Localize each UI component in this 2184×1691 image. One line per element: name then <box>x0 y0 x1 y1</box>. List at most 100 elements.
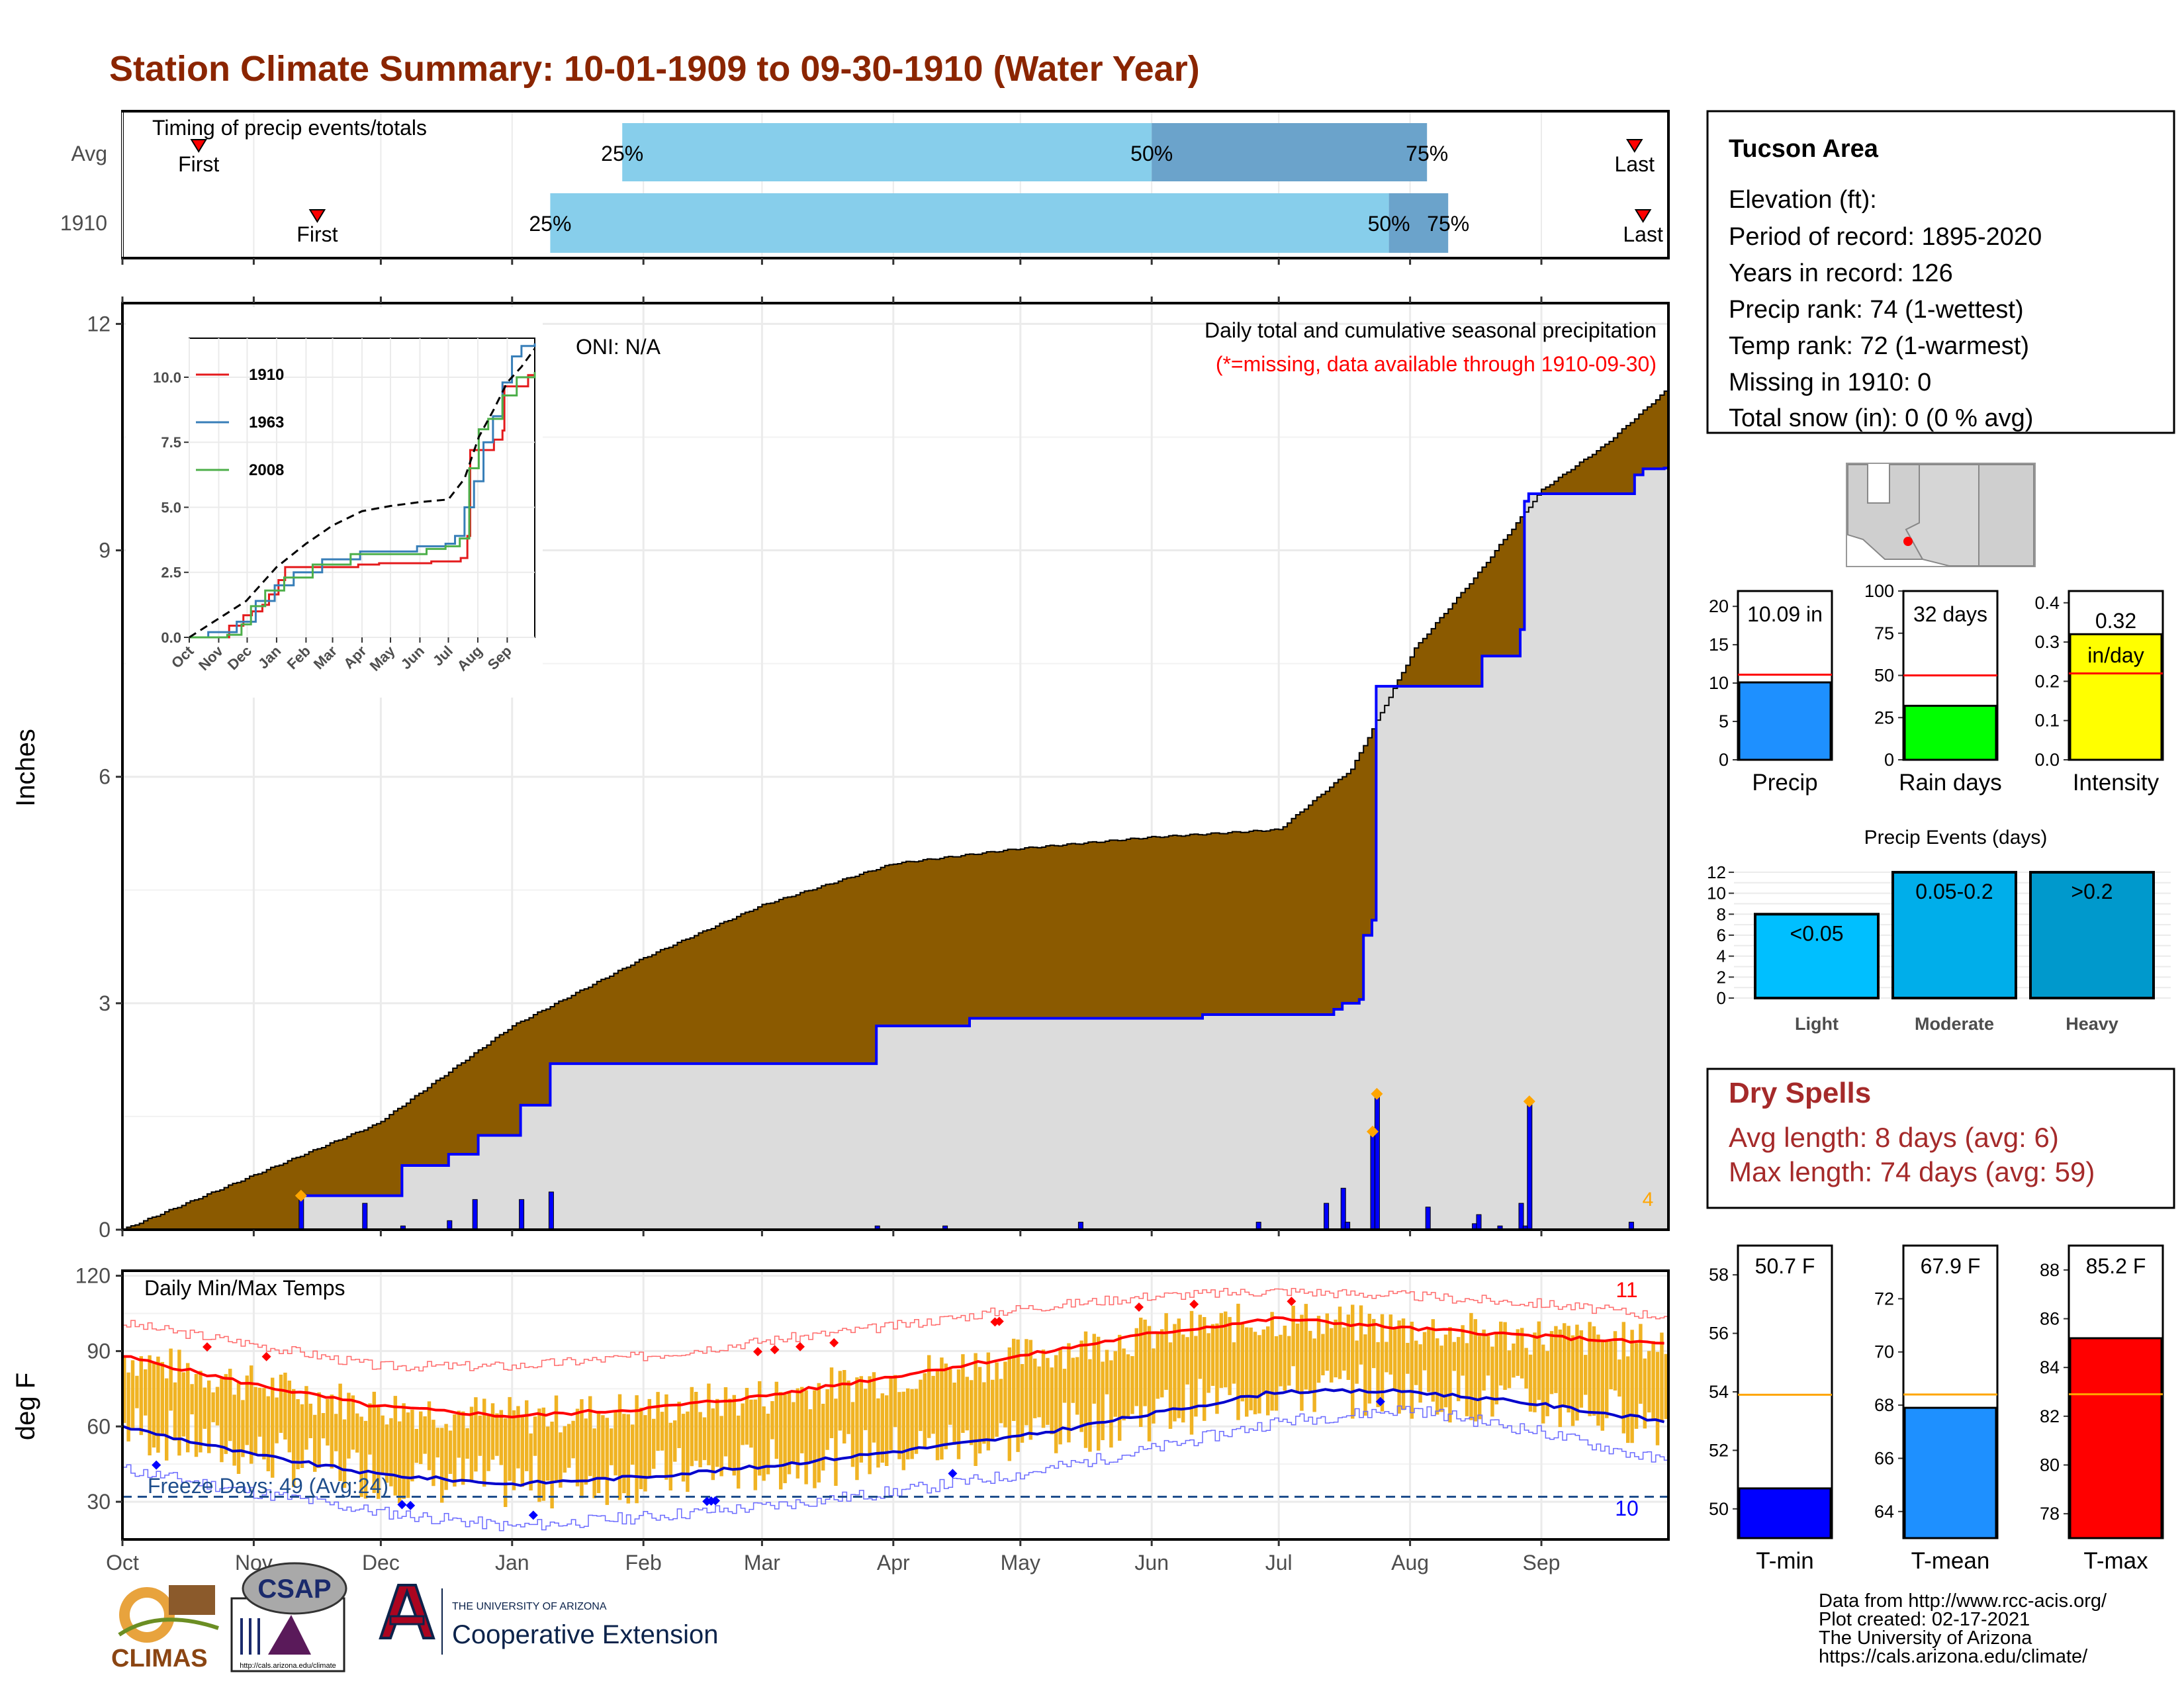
rain_days-ytick-label: 0 <box>1884 750 1894 770</box>
precip-ytick-label: 0 <box>99 1218 111 1242</box>
events-bar-label: <0.05 <box>1790 921 1844 945</box>
tmin-ytick-label: 56 <box>1709 1324 1729 1344</box>
tmean-value-label: 67.9 F <box>1921 1254 1981 1278</box>
tmin-value-label: 50.7 F <box>1755 1254 1815 1278</box>
tmean-ytick-label: 64 <box>1874 1502 1894 1522</box>
inset-series-1910-line <box>189 374 536 639</box>
inset-series-1963-line <box>189 343 536 639</box>
dry-spells-max: Max length: 74 days (avg: 59) <box>1729 1156 2095 1187</box>
inset-series-avg-line <box>189 347 536 639</box>
daily-precip-record-marker <box>1523 1095 1535 1108</box>
station-line-snow: Total snow (in): 0 (0 % avg) <box>1729 404 2033 432</box>
precip_total-value-label: 10.09 in <box>1747 602 1823 626</box>
temp-avg-min-line <box>122 1388 1665 1487</box>
precip-events-title: Precip Events (days) <box>1864 827 2048 848</box>
tmax-ytick-label: 82 <box>2040 1406 2060 1426</box>
footer-line-university: The University of Arizona <box>1819 1627 2032 1649</box>
temp-axis: 30 60 90 120 <box>75 1264 122 1514</box>
precip-chart-subtitle: (*=missing, data available through 1910-… <box>1216 352 1657 376</box>
month-axis-label: Dec <box>362 1551 400 1575</box>
timing-avg-bar-50-75 <box>1152 123 1428 181</box>
precip_total-ytick-label: 20 <box>1709 596 1729 616</box>
rain_days-ytick-label: 25 <box>1874 708 1894 727</box>
precip-ytick-label: 6 <box>99 765 111 789</box>
rain_days-category-label: Rain days <box>1899 770 2002 796</box>
precip-ytick-label: 12 <box>87 312 111 336</box>
precip-ytick-label: 3 <box>99 991 111 1015</box>
daily-precip-bar <box>1527 1101 1533 1230</box>
intensity-bar <box>2069 633 2163 761</box>
events-bar-label: 0.05-0.2 <box>1915 880 1993 903</box>
rain_days-value-label: 32 days <box>1913 602 1987 626</box>
timing-row-1910-label: 1910 <box>60 211 107 235</box>
events-ytick-label: 2 <box>1717 967 1726 987</box>
rain_days-ytick-label: 100 <box>1864 581 1894 601</box>
oni-label: ONI: N/A <box>576 335 661 359</box>
rain_days-bar <box>1903 704 1997 761</box>
tmean-ytick-label: 66 <box>1874 1448 1894 1468</box>
precip_total-category-label: Precip <box>1752 770 1817 796</box>
rain_days-ytick-label: 75 <box>1874 623 1894 643</box>
station-line-temp-rank: Temp rank: 72 (1-warmest) <box>1729 332 2029 360</box>
inset-ytick-label: 5.0 <box>161 499 181 516</box>
timing-marks: 25% 50% 75% First Last 25% 50% 75% First Last <box>121 123 1663 265</box>
temp-avg-max-line <box>122 1316 1664 1419</box>
record-high-marker <box>1287 1297 1297 1306</box>
timing-y1910-last-marker <box>1634 209 1652 223</box>
timing-avg-p50-label: 50% <box>1130 142 1173 165</box>
tmax-ytick-label: 86 <box>2040 1309 2060 1329</box>
events-category-label: Heavy <box>2066 1014 2118 1034</box>
inset-legend: 1910 1963 2008 <box>196 366 284 479</box>
tmax-bar <box>2069 1337 2163 1539</box>
daily-precip-record-marker <box>1371 1087 1383 1100</box>
intensity-category-label: Intensity <box>2073 770 2160 796</box>
inset-ytick-label: 0.0 <box>161 629 181 646</box>
events-bar-heavy <box>2029 870 2155 1000</box>
record-high-marker <box>1189 1299 1199 1309</box>
daily-precip-bar <box>472 1199 478 1230</box>
month-axis-label: Jul <box>1265 1551 1293 1575</box>
station-name: Tucson Area <box>1729 135 1879 163</box>
precip_total-bar <box>1738 681 1832 761</box>
daily-precip-bar <box>447 1220 453 1230</box>
inset-legend-label-2008: 2008 <box>249 461 284 479</box>
temp-record-min-envelope <box>122 1405 1668 1531</box>
csap-logo: CSAP http://cals.arizona.edu/climate <box>230 1562 347 1672</box>
intensity-value-label2: in/day <box>2087 643 2144 667</box>
record-low-marker <box>1375 1396 1385 1406</box>
main-axis: 0 3 6 9 12 <box>87 297 1543 1242</box>
record-high-marker <box>829 1338 839 1348</box>
record-high-marker <box>1134 1302 1144 1312</box>
month-axis-label: Jan <box>495 1551 529 1575</box>
month-axis-label: Apr <box>877 1551 910 1575</box>
temp-record-max-envelope <box>122 1287 1668 1372</box>
month-axis-label: Oct <box>106 1551 139 1575</box>
tmax-category-label: T-max <box>2083 1548 2148 1574</box>
tmean-ytick-label: 68 <box>1874 1395 1894 1415</box>
tmax-ytick-label: 84 <box>2040 1357 2060 1377</box>
intensity-ytick-label: 0.2 <box>2034 671 2060 691</box>
precip-chart-title: Daily total and cumulative seasonal prec… <box>1205 318 1657 342</box>
footer-line-created: Plot created: 02-17-2021 <box>1819 1609 2030 1630</box>
footer-line-url: https://cals.arizona.edu/climate/ <box>1819 1646 2088 1667</box>
station-line-precip-rank: Precip rank: 74 (1-wettest) <box>1729 296 2024 324</box>
timing-avg-bar-25-50 <box>622 123 1152 181</box>
tmin-ytick-label: 58 <box>1709 1265 1729 1285</box>
record-low-marker <box>406 1500 416 1510</box>
daily-precip-bar <box>1425 1207 1431 1230</box>
tmin-ytick-label: 50 <box>1709 1499 1729 1519</box>
tmin-ytick-label: 54 <box>1709 1382 1729 1402</box>
record-high-marker <box>753 1347 762 1357</box>
temperature-panel: 30 60 90 120 deg F Daily Min/Max Temps Free… <box>11 1264 1670 1541</box>
timing-y1910-p50-label: 50% <box>1368 212 1410 236</box>
precip_total-ytick-label: 15 <box>1709 635 1729 655</box>
timing-avg-last-marker <box>1626 139 1643 153</box>
dry-spells-avg: Avg length: 8 days (avg: 6) <box>1729 1122 2059 1153</box>
timing-panel: Timing of precip events/totals Avg 1910 … <box>60 110 1670 265</box>
month-axis-label: Feb <box>625 1551 662 1575</box>
events-category-label: Light <box>1795 1014 1839 1034</box>
events-category-label: Moderate <box>1915 1014 1994 1034</box>
csap-logo-text: CSAP <box>257 1575 331 1604</box>
record-high-marker <box>261 1351 271 1361</box>
